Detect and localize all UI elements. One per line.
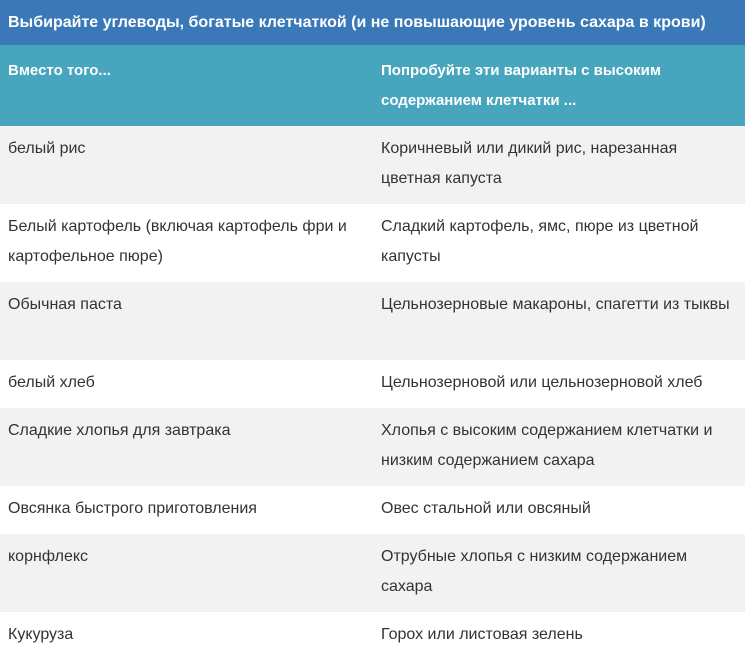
table-header-row: Вместо того... Попробуйте эти варианты с… — [0, 45, 745, 126]
table-row: Белый картофель (включая картофель фри и… — [0, 204, 745, 282]
cell-instead: Белый картофель (включая картофель фри и… — [0, 204, 372, 282]
cell-instead: корнфлекс — [0, 534, 372, 612]
table-row: Сладкие хлопья для завтрака Хлопья с выс… — [0, 408, 745, 486]
cell-instead: белый рис — [0, 126, 372, 204]
cell-alternative: Цельнозерновой или цельнозерновой хлеб — [372, 360, 745, 408]
cell-alternative: Отрубные хлопья с низким содержанием сах… — [372, 534, 745, 612]
cell-instead: Обычная паста — [0, 282, 372, 360]
table-row: Овсянка быстрого приготовления Овес стал… — [0, 486, 745, 534]
table-row: белый рис Коричневый или дикий рис, наре… — [0, 126, 745, 204]
table-row: Кукуруза Горох или листовая зелень — [0, 612, 745, 657]
cell-alternative: Цельнозерновые макароны, спагетти из тык… — [372, 282, 745, 360]
cell-instead: белый хлеб — [0, 360, 372, 408]
carbs-comparison-table: Вместо того... Попробуйте эти варианты с… — [0, 45, 745, 657]
table-row: Обычная паста Цельнозерновые макароны, с… — [0, 282, 745, 360]
cell-instead: Сладкие хлопья для завтрака — [0, 408, 372, 486]
cell-instead: Кукуруза — [0, 612, 372, 657]
cell-alternative: Хлопья с высоким содержанием клетчатки и… — [372, 408, 745, 486]
header-try-instead: Попробуйте эти варианты с высоким содерж… — [372, 45, 745, 126]
cell-alternative: Горох или листовая зелень — [372, 612, 745, 657]
table-row: белый хлеб Цельнозерновой или цельнозерн… — [0, 360, 745, 408]
cell-alternative: Сладкий картофель, ямс, пюре из цветной … — [372, 204, 745, 282]
cell-alternative: Овес стальной или овсяный — [372, 486, 745, 534]
cell-instead: Овсянка быстрого приготовления — [0, 486, 372, 534]
table-row: корнфлекс Отрубные хлопья с низким содер… — [0, 534, 745, 612]
header-instead-of: Вместо того... — [0, 45, 372, 126]
table-title: Выбирайте углеводы, богатые клетчаткой (… — [0, 0, 745, 45]
cell-alternative: Коричневый или дикий рис, нарезанная цве… — [372, 126, 745, 204]
